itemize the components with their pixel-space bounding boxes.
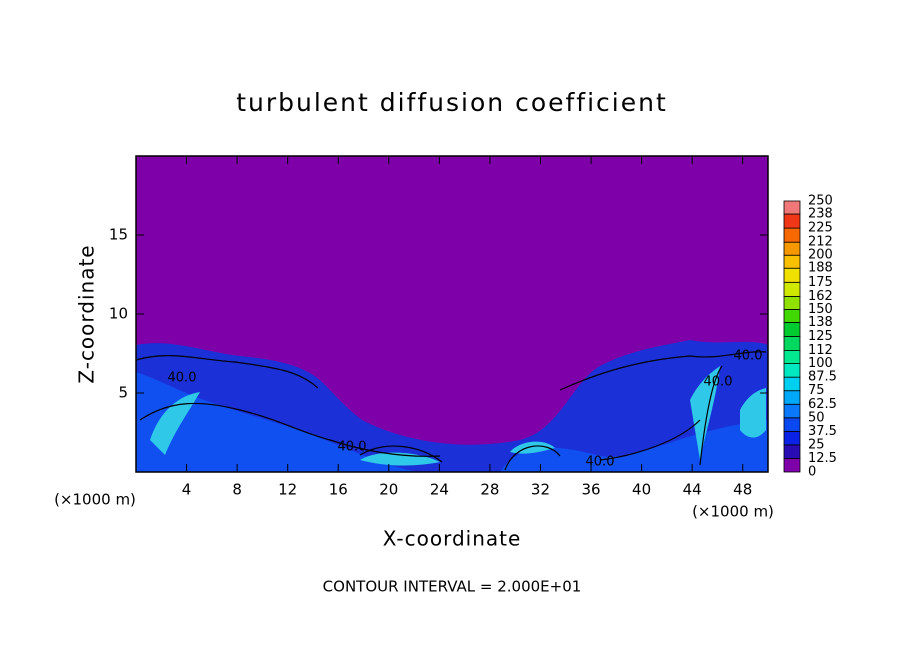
colorbar-label: 200 [808,248,833,263]
colorbar-label: 0 [808,465,816,480]
colorbar-box [783,444,801,459]
x-tick-label: 28 [480,481,499,499]
contour-label: 40.0 [734,349,763,364]
contour-label: 40.0 [168,371,197,386]
colorbar-label: 50 [808,410,825,425]
colorbar-box [783,241,801,256]
colorbar-label: 225 [808,221,833,236]
footnote: CONTOUR INTERVAL = 2.000E+01 [323,578,582,596]
colorbar-label: 175 [808,275,833,290]
x-unit: (×1000 m) [692,503,774,521]
chart-title: turbulent diffusion coefficient [236,88,668,117]
colorbar-label: 250 [808,194,833,209]
contour-line [135,351,767,471]
y-axis-label: Z-coordinate [75,244,99,383]
x-tick-label: 20 [379,481,398,499]
colorbar-box [783,336,801,351]
colorbar-box [783,200,801,215]
colorbar-box [783,376,801,392]
contour-label: 40.0 [586,455,615,470]
colorbar-box [783,322,801,337]
colorbar-label: 162 [808,289,833,304]
colorbar-box [783,430,801,446]
colorbar-label: 100 [808,356,833,371]
colorbar-box [783,417,801,432]
contour-label: 40.0 [704,375,733,390]
colorbar-box [783,363,801,378]
colorbar-label: 138 [808,315,833,330]
colorbar-label: 12.5 [808,451,837,466]
colorbar-label: 75 [808,383,825,398]
colorbar-box [783,390,801,405]
x-tick-label: 24 [430,481,449,499]
y-tick-label: 10 [109,305,128,323]
x-tick-label: 4 [182,481,192,499]
colorbar-box [783,458,801,473]
colorbar-box [783,213,801,229]
colorbar-label: 25 [808,437,825,452]
x-tick-label: 40 [632,481,651,499]
x-tick-label: 48 [733,481,752,499]
x-tick-label: 16 [329,481,348,499]
colorbar-label: 37.5 [808,424,837,439]
colorbar-label: 238 [808,207,833,222]
colorbar-box [783,308,801,323]
colorbar-box [783,281,801,297]
x-tick-label: 12 [278,481,297,499]
colorbar-box [783,403,801,419]
x-axis-label: X-coordinate [383,527,522,551]
y-tick-label: 5 [118,384,128,402]
field [135,156,768,472]
colorbar-label: 150 [808,302,833,317]
y-tick-label: 15 [109,226,128,244]
colorbar-box [783,254,801,269]
colorbar-box [783,295,801,310]
colorbar-label: 112 [808,343,833,358]
colorbar-label: 188 [808,261,833,276]
colorbar-box [783,267,801,283]
x-tick-label: 44 [683,481,702,499]
turbulent-core [136,372,768,472]
colorbar-label: 212 [808,235,833,250]
x-tick-label: 32 [531,481,550,499]
x-tick-label: 8 [232,481,242,499]
colorbar-label: 62.5 [808,397,837,412]
x-tick-label: 36 [581,481,600,499]
contour-label: 40.0 [338,440,367,455]
y-unit: (×1000 m) [54,491,136,509]
colorbar-label: 87.5 [808,370,837,385]
colorbar-label: 125 [808,329,833,344]
colorbar-box [783,350,801,365]
colorbar-box [783,227,801,243]
